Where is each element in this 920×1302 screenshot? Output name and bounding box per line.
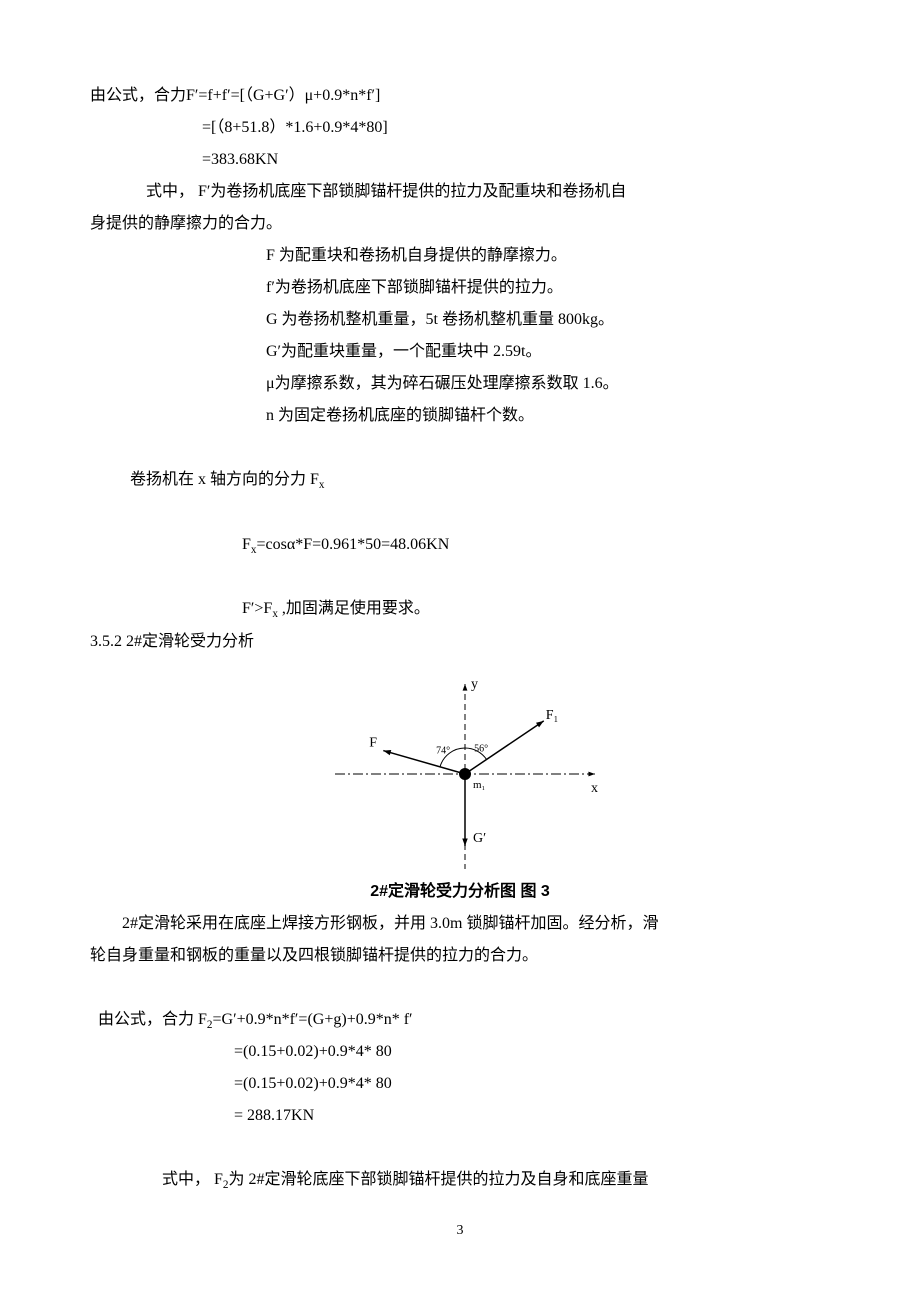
fx-post: =cosα*F=0.961*50=48.06KN <box>257 536 450 553</box>
desc-g-prime: G′为配重块重量，一个配重块中 2.59t。 <box>90 336 830 368</box>
diagram-caption: 2#定滑轮受力分析图 图 3 <box>90 876 830 908</box>
formula-line-1: 由公式，合力F′=f+f′=[（G+G′）μ+0.9*n*f′] <box>90 80 830 112</box>
force-diagram-svg: y x F F₁ G′ m₁ 74° 56° <box>310 664 610 874</box>
fx-intro-text: 卷扬机在 x 轴方向的分力 F <box>130 471 319 488</box>
svg-text:56°: 56° <box>474 743 488 754</box>
fx-intro: 卷扬机在 x 轴方向的分力 Fx <box>90 432 830 497</box>
fx-check-post: ,加固满足使用要求。 <box>278 600 430 617</box>
svg-text:F₁: F₁ <box>546 708 559 723</box>
f2-pre: 由公式，合力 F <box>98 1011 207 1028</box>
force-diagram: y x F F₁ G′ m₁ 74° 56° <box>90 664 830 874</box>
pulley-desc-1: 2#定滑轮采用在底座上焊接方形钢板，并用 3.0m 锁脚锚杆加固。经分析，滑 <box>90 908 830 940</box>
svg-text:F: F <box>369 735 377 750</box>
section-heading: 3.5.2 2#定滑轮受力分析 <box>90 626 830 658</box>
svg-text:y: y <box>471 677 478 692</box>
desc-f2: 式中， F2为 2#定滑轮底座下部锁脚锚杆提供的拉力及自身和底座重量 <box>90 1132 830 1197</box>
desc-f-prime: 式中， F′为卷扬机底座下部锁脚锚杆提供的拉力及配重块和卷扬机自 <box>90 176 830 208</box>
fx-pre: F <box>242 536 251 553</box>
fx-check: F′>Fx ,加固满足使用要求。 <box>90 561 830 626</box>
svg-text:74°: 74° <box>436 745 450 756</box>
desc-mu: μ为摩擦系数，其为碎石碾压处理摩擦系数取 1.6。 <box>90 368 830 400</box>
pulley-desc-2: 轮自身重量和钢板的重量以及四根锁脚锚杆提供的拉力的合力。 <box>90 940 830 972</box>
formula2-line-2: =(0.15+0.02)+0.9*4* 80 <box>90 1036 830 1068</box>
page-number: 3 <box>90 1217 830 1245</box>
formula2-line-1: 由公式，合力 F2=G′+0.9*n*f′=(G+g)+0.9*n* f′ <box>90 972 830 1037</box>
fx-value: Fx=cosα*F=0.961*50=48.06KN <box>90 497 830 562</box>
svg-text:x: x <box>591 781 598 796</box>
desc-g: G 为卷扬机整机重量，5t 卷扬机整机重量 800kg。 <box>90 304 830 336</box>
formula-line-2: =[（8+51.8）*1.6+0.9*4*80] <box>90 112 830 144</box>
desc-n: n 为固定卷扬机底座的锁脚锚杆个数。 <box>90 400 830 432</box>
f2-post: =G′+0.9*n*f′=(G+g)+0.9*n* f′ <box>213 1011 413 1028</box>
f2-desc-pre: 式中， F <box>162 1171 223 1188</box>
desc-f-prime-cont: 身提供的静摩擦力的合力。 <box>90 208 830 240</box>
desc-f-lower-prime: f′为卷扬机底座下部锁脚锚杆提供的拉力。 <box>90 272 830 304</box>
desc-f: F 为配重块和卷扬机自身提供的静摩擦力。 <box>90 240 830 272</box>
f2-desc-post: 为 2#定滑轮底座下部锁脚锚杆提供的拉力及自身和底座重量 <box>229 1171 649 1188</box>
svg-text:G′: G′ <box>473 831 486 846</box>
formula2-line-3: =(0.15+0.02)+0.9*4* 80 <box>90 1068 830 1100</box>
formula-line-3: =383.68KN <box>90 144 830 176</box>
formula2-result: = 288.17KN <box>90 1100 830 1132</box>
fx-sub: x <box>319 479 325 491</box>
fx-check-pre: F′>F <box>242 600 272 617</box>
svg-text:m₁: m₁ <box>473 779 486 791</box>
